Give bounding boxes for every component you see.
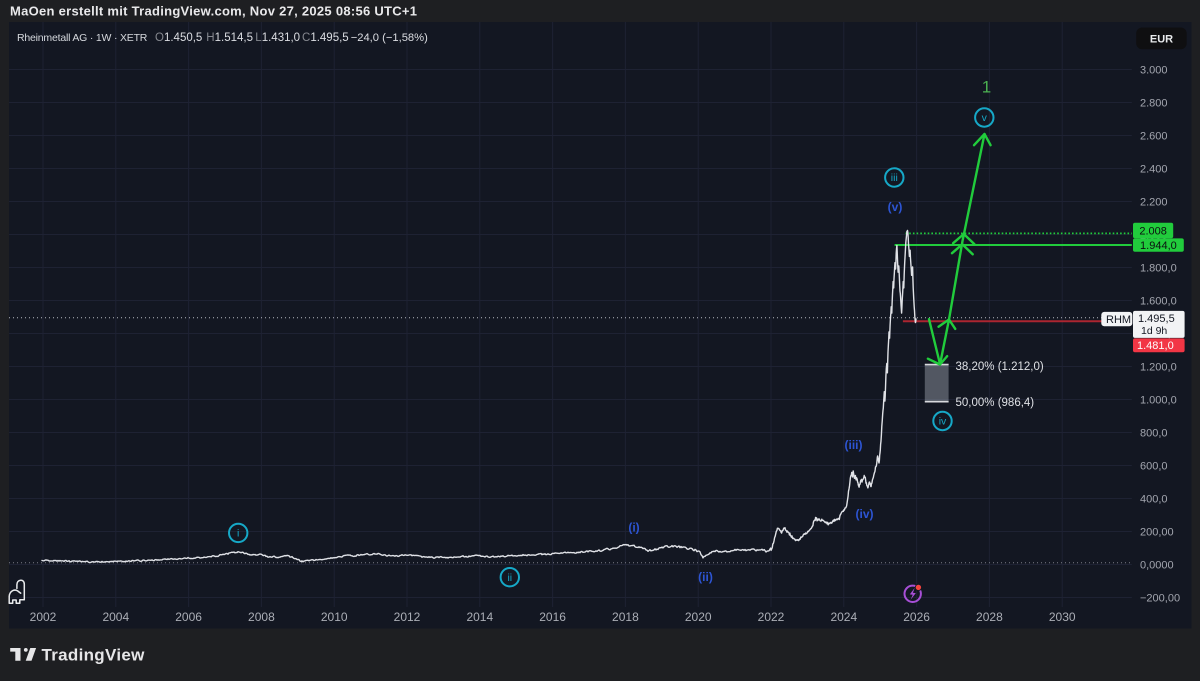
svg-text:i: i	[237, 528, 239, 540]
svg-text:iii: iii	[891, 172, 898, 184]
svg-text:ii: ii	[507, 572, 512, 584]
svg-text:−200,00: −200,00	[1140, 592, 1180, 604]
svg-text:L1.431,0: L1.431,0	[255, 32, 300, 44]
svg-text:2028: 2028	[976, 610, 1003, 624]
svg-text:(ii): (ii)	[698, 570, 713, 584]
svg-text:(v): (v)	[888, 200, 903, 214]
svg-text:(i): (i)	[628, 521, 639, 535]
svg-text:(iii): (iii)	[845, 438, 863, 452]
svg-text:2022: 2022	[758, 610, 785, 624]
svg-text:2024: 2024	[830, 610, 857, 624]
svg-text:2012: 2012	[394, 610, 421, 624]
svg-text:iv: iv	[939, 416, 947, 428]
svg-text:400,0: 400,0	[1140, 493, 1168, 505]
svg-text:MaOen erstellt mit TradingView: MaOen erstellt mit TradingView.com, Nov …	[10, 4, 417, 19]
svg-text:2.800: 2.800	[1140, 97, 1168, 109]
svg-text:(iv): (iv)	[856, 507, 874, 521]
svg-text:2006: 2006	[175, 610, 202, 624]
svg-text:1.495,5: 1.495,5	[1138, 313, 1175, 325]
svg-text:2008: 2008	[248, 610, 275, 624]
svg-text:0,0000: 0,0000	[1140, 559, 1174, 571]
svg-text:C1.495,5: C1.495,5	[302, 32, 349, 44]
svg-text:2.200: 2.200	[1140, 196, 1168, 208]
svg-text:2020: 2020	[685, 610, 712, 624]
svg-text:1.800,0: 1.800,0	[1140, 262, 1177, 274]
svg-text:1d 9h: 1d 9h	[1141, 325, 1167, 337]
svg-text:2030: 2030	[1049, 610, 1076, 624]
svg-text:2018: 2018	[612, 610, 639, 624]
svg-text:50,00% (986,4): 50,00% (986,4)	[956, 397, 1035, 409]
svg-text:800,0: 800,0	[1140, 427, 1168, 439]
svg-text:1.200,0: 1.200,0	[1140, 361, 1177, 373]
svg-text:RHM: RHM	[1106, 314, 1131, 326]
svg-text:600,0: 600,0	[1140, 460, 1168, 472]
svg-text:1.600,0: 1.600,0	[1140, 295, 1177, 307]
svg-text:2016: 2016	[539, 610, 566, 624]
svg-text:200,00: 200,00	[1140, 526, 1174, 538]
svg-text:−24,0 (−1,58%): −24,0 (−1,58%)	[351, 32, 428, 44]
svg-text:2026: 2026	[903, 610, 930, 624]
svg-text:1: 1	[982, 78, 991, 97]
svg-text:2.008: 2.008	[1139, 226, 1167, 238]
svg-text:TradingView: TradingView	[42, 645, 146, 664]
svg-text:EUR: EUR	[1150, 33, 1173, 45]
svg-text:1.481,0: 1.481,0	[1137, 340, 1174, 352]
svg-text:Rheinmetall AG · 1W · XETR: Rheinmetall AG · 1W · XETR	[17, 32, 148, 44]
svg-text:2014: 2014	[466, 610, 493, 624]
svg-text:3.000: 3.000	[1140, 64, 1168, 76]
svg-text:1.000,0: 1.000,0	[1140, 394, 1177, 406]
svg-text:v: v	[982, 112, 988, 124]
svg-text:2.600: 2.600	[1140, 130, 1168, 142]
svg-text:2002: 2002	[30, 610, 57, 624]
svg-text:1.944,0: 1.944,0	[1140, 240, 1177, 252]
svg-text:O1.450,5: O1.450,5	[155, 32, 202, 44]
svg-text:38,20% (1.212,0): 38,20% (1.212,0)	[956, 361, 1044, 373]
svg-text:2004: 2004	[102, 610, 129, 624]
svg-text:2.400: 2.400	[1140, 163, 1168, 175]
svg-text:2010: 2010	[321, 610, 348, 624]
svg-text:H1.514,5: H1.514,5	[206, 32, 253, 44]
